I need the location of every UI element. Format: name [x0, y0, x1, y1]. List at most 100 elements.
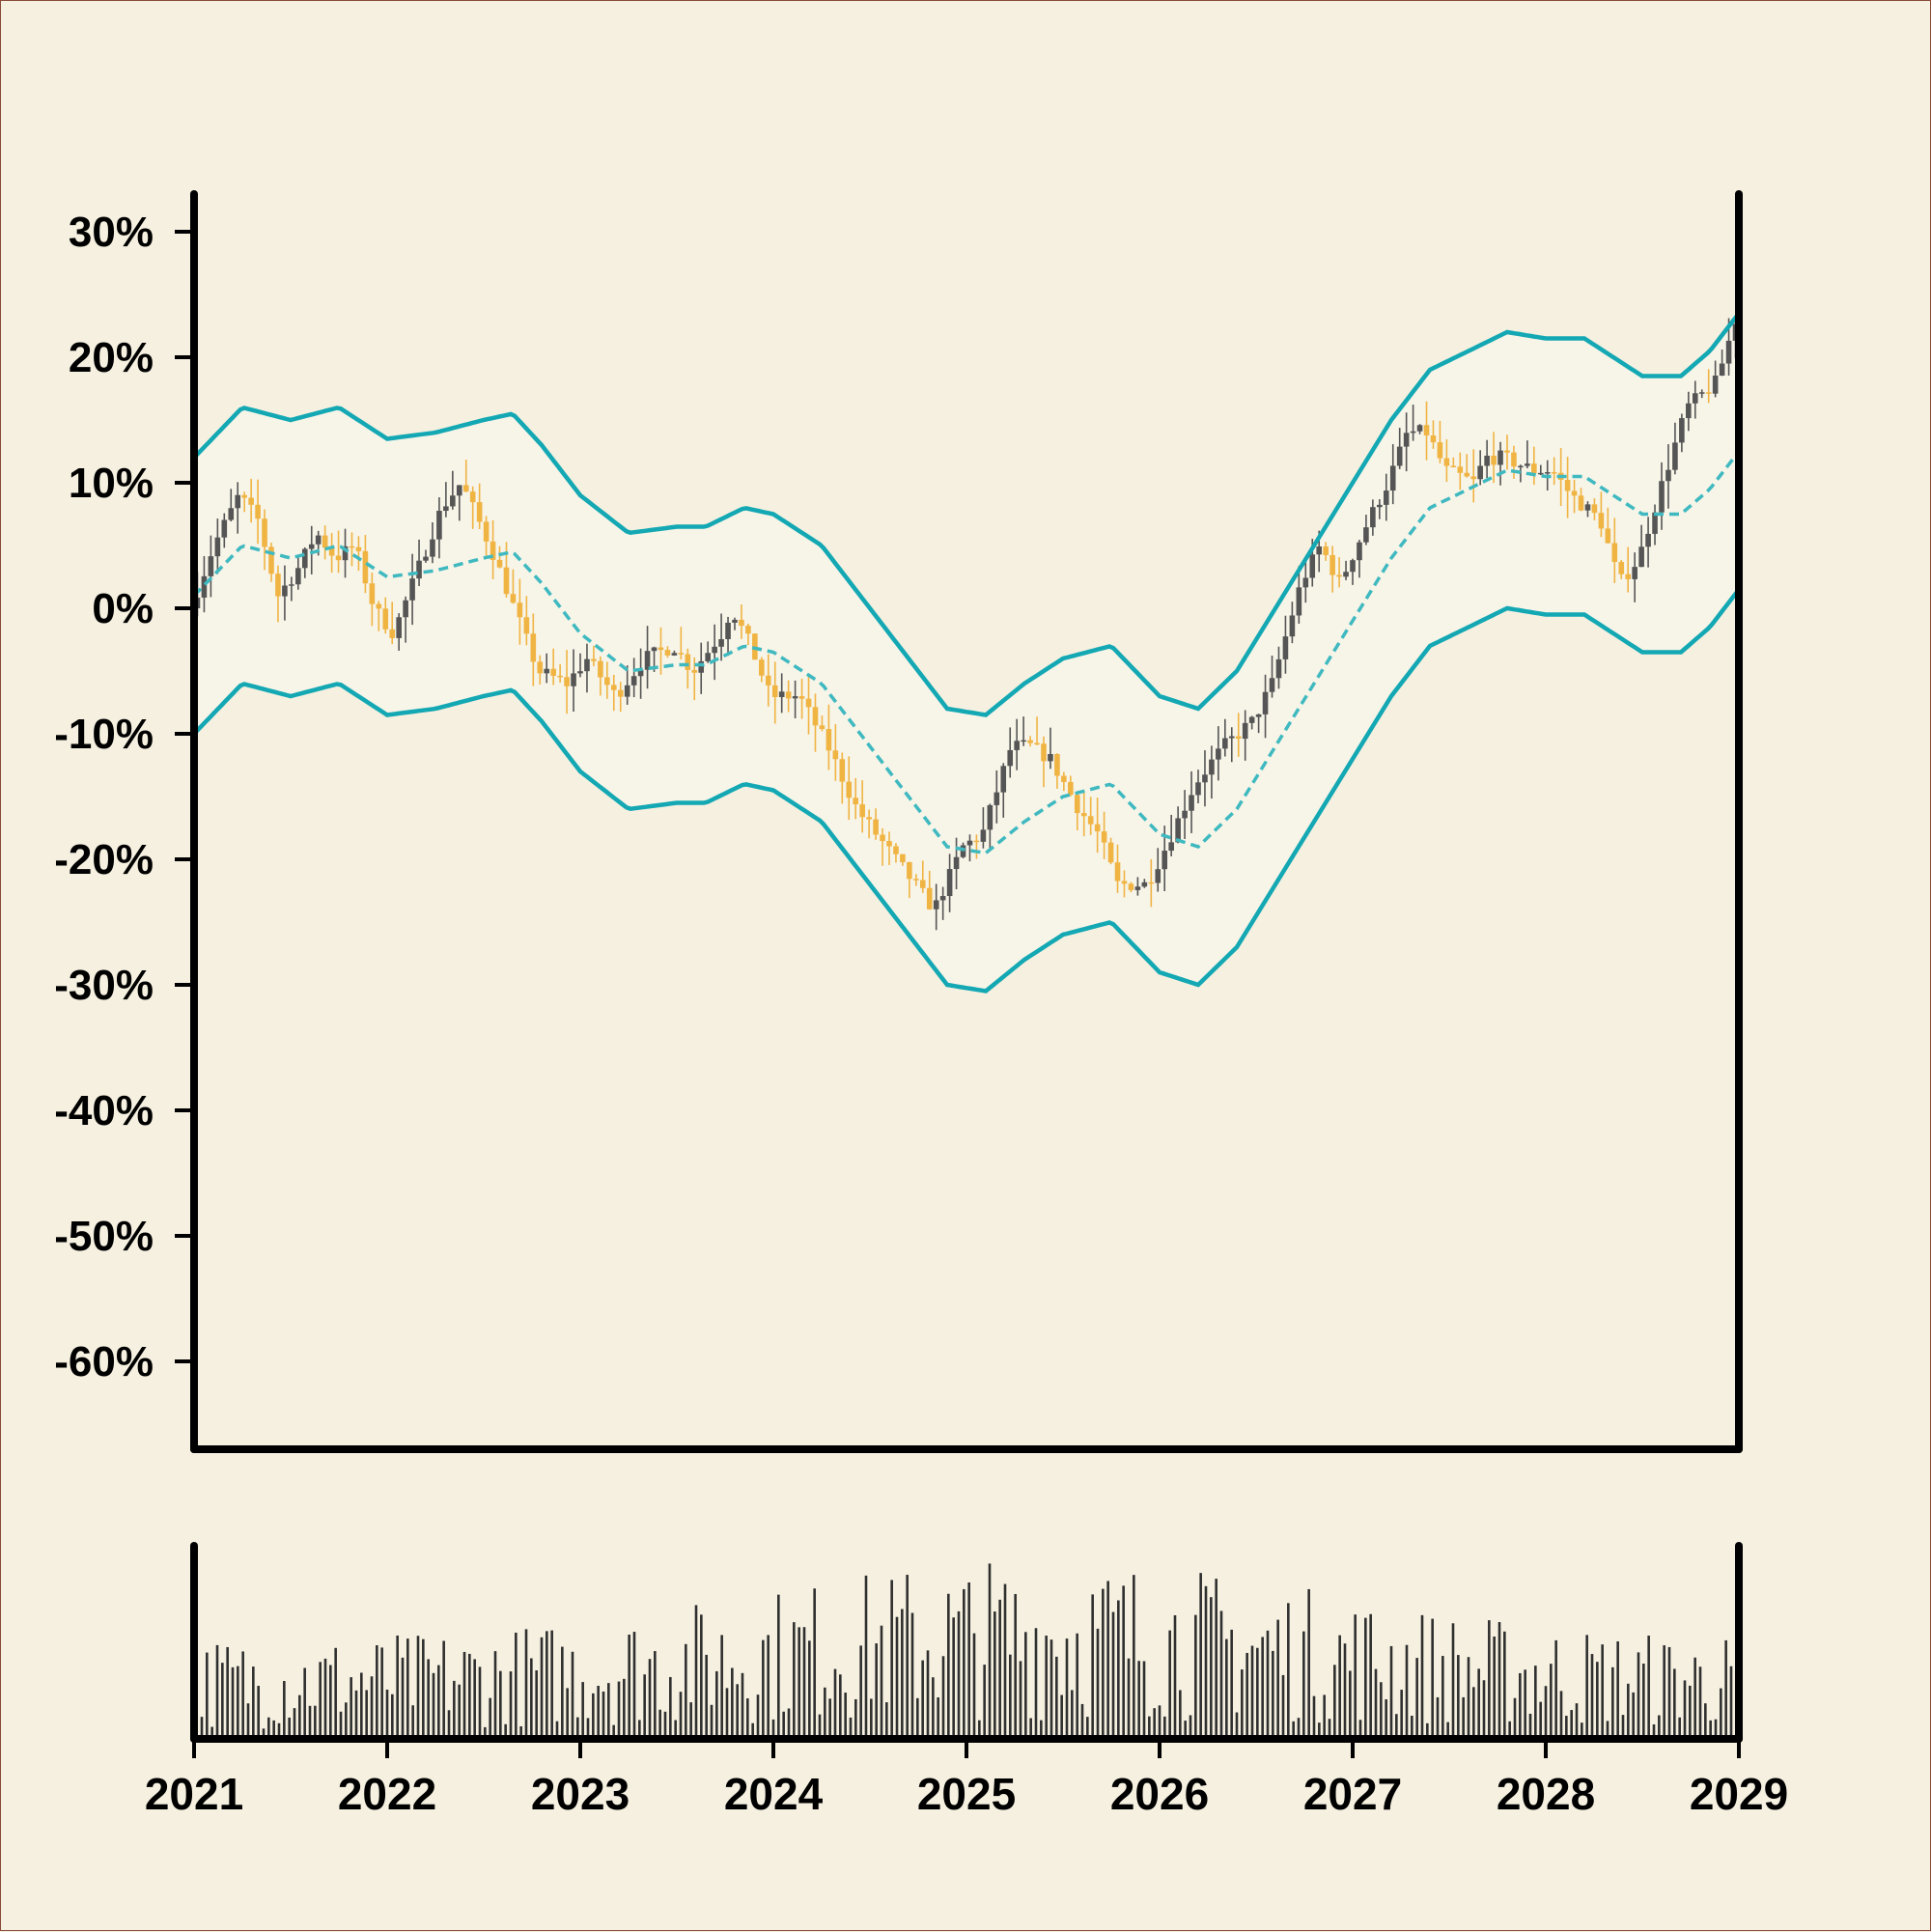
volume-bar — [303, 1667, 306, 1739]
volume-bar — [231, 1666, 235, 1739]
volume-bar — [1364, 1617, 1367, 1739]
candle-body — [980, 829, 987, 842]
candle-body — [1255, 714, 1262, 717]
candle-body — [557, 675, 563, 678]
volume-bar — [978, 1720, 981, 1739]
volume-bar — [612, 1724, 615, 1739]
candle-body — [530, 633, 537, 662]
volume-bar — [416, 1636, 420, 1739]
volume-bar — [406, 1638, 409, 1739]
candle-body — [1377, 504, 1383, 508]
candle-body — [382, 608, 389, 630]
candle-body — [1128, 883, 1134, 890]
candle-body — [255, 504, 261, 519]
volume-bar — [1055, 1656, 1058, 1739]
volume-bar — [802, 1627, 806, 1739]
volume-bar — [901, 1609, 904, 1739]
candle-body — [275, 574, 281, 597]
volume-bar — [462, 1651, 466, 1739]
candle-body — [1168, 842, 1174, 852]
candle-body — [671, 653, 678, 656]
y-tick-label: -40% — [54, 1087, 154, 1134]
candle-body — [1477, 465, 1483, 480]
volume-bar — [1539, 1701, 1542, 1739]
volume-bar — [1179, 1690, 1182, 1739]
volume-bar — [1049, 1639, 1053, 1739]
volume-bar — [638, 1720, 641, 1739]
candle-body — [517, 602, 523, 618]
volume-bar — [308, 1705, 312, 1739]
candle-body — [1235, 736, 1242, 740]
candle-body — [282, 585, 288, 597]
candle-body — [1182, 810, 1188, 819]
candle-body — [214, 537, 221, 557]
candle-body — [1141, 882, 1148, 887]
volume-bar — [360, 1672, 363, 1739]
volume-bar — [1328, 1719, 1331, 1739]
volume-bar — [1040, 1720, 1043, 1739]
volume-bar — [1698, 1666, 1702, 1739]
candle-body — [993, 792, 1000, 805]
candle-body — [537, 661, 544, 674]
candle-body — [1410, 431, 1416, 434]
candle-body — [778, 691, 785, 697]
candle-body — [584, 658, 590, 672]
volume-bar — [1585, 1635, 1588, 1739]
volume-bar — [1343, 1643, 1347, 1739]
volume-bar — [1060, 1694, 1063, 1739]
candle-body — [1544, 472, 1551, 474]
volume-bar — [1405, 1644, 1409, 1739]
volume-bar — [1235, 1712, 1239, 1739]
candle-body — [1363, 527, 1369, 543]
candle-body — [798, 696, 805, 699]
volume-bar — [1596, 1662, 1599, 1739]
volume-bar — [586, 1718, 590, 1739]
candle-body — [1357, 542, 1362, 561]
volume-bar — [705, 1654, 708, 1739]
candle-body — [624, 685, 630, 697]
volume-bar — [1642, 1664, 1645, 1739]
candle-body — [1074, 795, 1080, 814]
candle-body — [1262, 691, 1269, 714]
volume-bar — [1621, 1715, 1625, 1739]
volume-bar — [1272, 1650, 1274, 1739]
candle-body — [886, 841, 892, 847]
volume-bar — [720, 1635, 723, 1739]
candle-body — [1464, 472, 1470, 477]
candle-body — [376, 603, 382, 609]
bollinger-band-fill — [194, 313, 1739, 992]
candle-body — [1491, 455, 1497, 465]
volume-bar — [787, 1708, 791, 1739]
volume-bar — [257, 1686, 260, 1739]
volume-bar — [1215, 1579, 1217, 1739]
volume-bar — [1524, 1669, 1526, 1739]
candle-body — [1222, 738, 1228, 749]
volume-bar — [875, 1643, 878, 1739]
volume-bar — [849, 1717, 853, 1739]
volume-bar — [1219, 1610, 1223, 1739]
volume-bar — [1168, 1630, 1171, 1739]
volume-bar — [437, 1665, 440, 1739]
volume-bar — [808, 1640, 811, 1739]
volume-bar — [478, 1666, 482, 1739]
candle-body — [1605, 528, 1611, 544]
volume-bar — [941, 1656, 945, 1739]
volume-bar — [1266, 1630, 1270, 1739]
candle-body — [436, 511, 442, 540]
volume-bar — [566, 1688, 569, 1739]
candle-body — [725, 622, 731, 639]
volume-bar — [1627, 1683, 1630, 1739]
volume-bar — [700, 1614, 703, 1739]
candle-body — [1027, 740, 1033, 743]
candle-body — [1007, 749, 1014, 767]
x-tick-label: 2021 — [145, 1769, 243, 1819]
candle-body — [946, 869, 953, 897]
candle-body — [262, 518, 267, 547]
candle-body — [960, 845, 966, 857]
candle-body — [1041, 743, 1047, 762]
candle-body — [571, 673, 576, 686]
volume-bar — [1369, 1613, 1372, 1739]
volume-bar — [1318, 1722, 1321, 1739]
volume-bar — [1720, 1688, 1722, 1739]
